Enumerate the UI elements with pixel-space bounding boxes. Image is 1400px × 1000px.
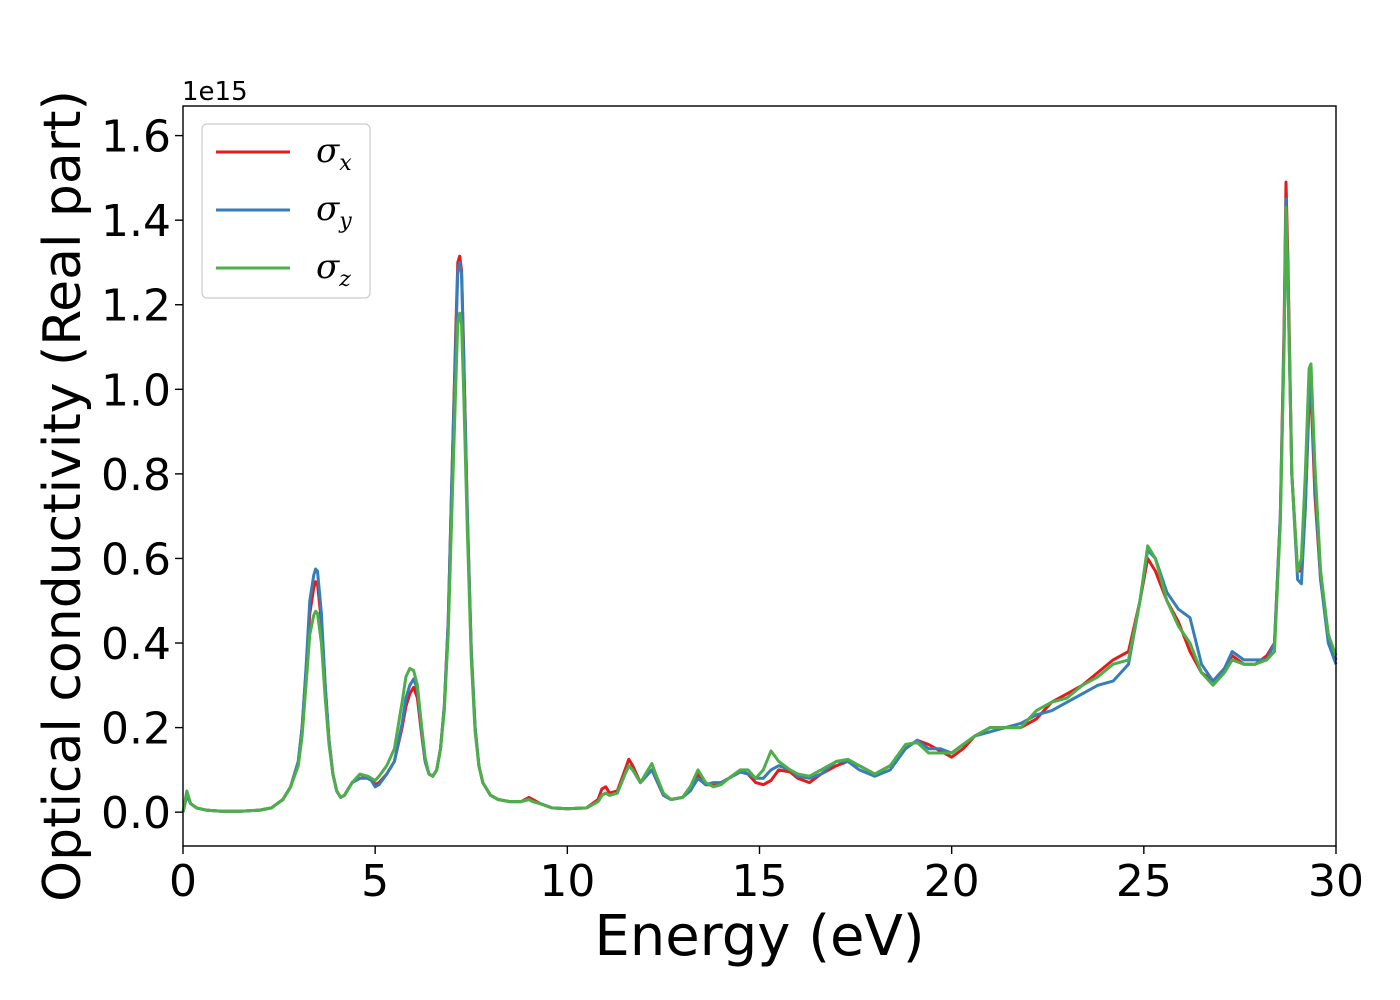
- y-tick-label: 0.4: [101, 619, 171, 670]
- x-tick-label: 20: [924, 856, 980, 907]
- y-axis-offset-text: 1e15: [182, 77, 248, 107]
- series-layer: [181, 180, 1338, 813]
- y-tick-label: 0.6: [101, 534, 171, 585]
- x-tick-label: 30: [1308, 856, 1364, 907]
- x-tick-label: 15: [732, 856, 788, 907]
- axis-ticks: 0 5 10 15 20 25 30 0.0 0.2 0.4 0.6 0.8 1.0 1.2 1.4 1.6: [101, 112, 1364, 907]
- x-tick-label: 5: [361, 856, 389, 907]
- series-line-z: [181, 206, 1338, 813]
- x-tick-label: 10: [539, 856, 595, 907]
- x-tick-label: 0: [169, 856, 197, 907]
- legend-label-x: σx: [316, 131, 352, 176]
- y-tick-label: 1.6: [101, 112, 171, 163]
- y-tick-label: 1.0: [101, 365, 171, 416]
- legend: σx σy σz: [201, 123, 371, 299]
- legend-label-y: σy: [316, 189, 352, 234]
- x-axis-label: Energy (eV): [594, 904, 924, 969]
- y-tick-label: 0.8: [101, 450, 171, 501]
- y-tick-label: 1.2: [101, 281, 171, 332]
- plot-area-frame: [182, 105, 1337, 847]
- y-tick-label: 0.0: [101, 788, 171, 839]
- x-tick-label: 25: [1116, 856, 1172, 907]
- y-tick-label: 0.2: [101, 704, 171, 755]
- y-axis-label: Optical conductivity (Real part): [33, 90, 93, 902]
- y-tick-label: 1.4: [101, 196, 171, 247]
- legend-label-z: σz: [316, 247, 351, 292]
